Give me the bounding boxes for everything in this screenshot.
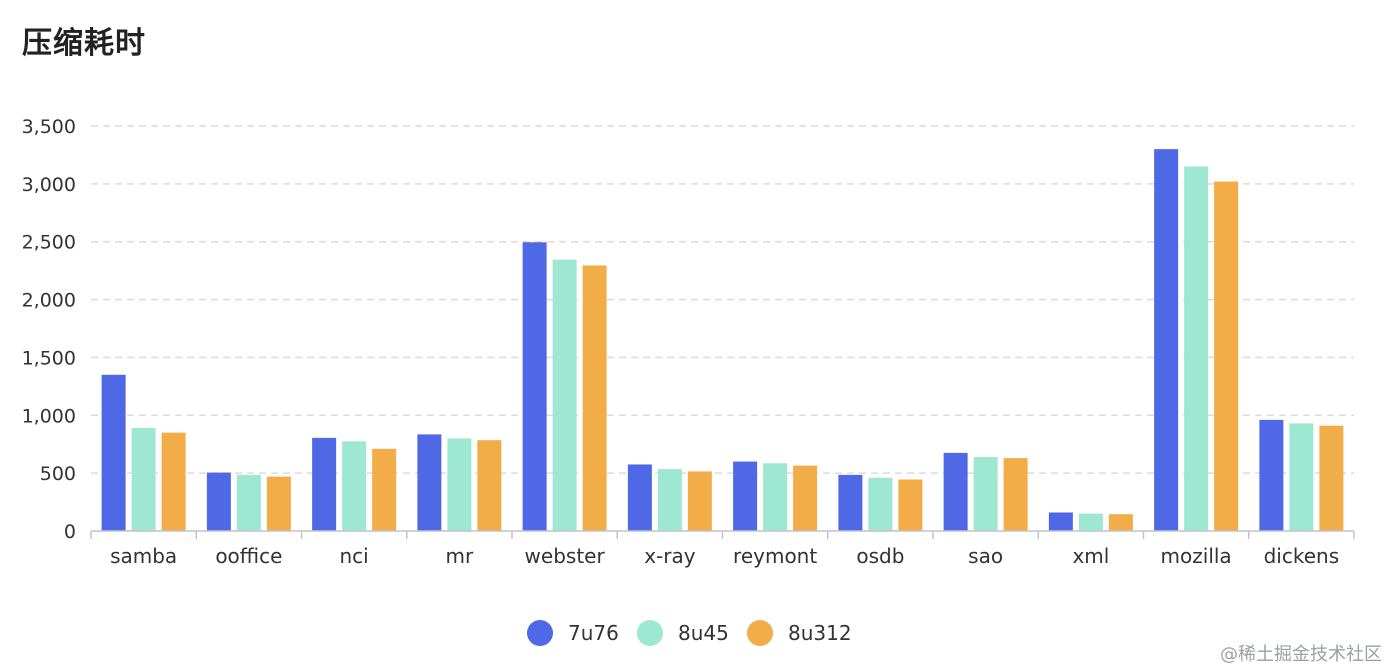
watermark-text: @稀土掘金技术社区 xyxy=(1220,644,1382,665)
y-axis-ticks: 0 500 1,000 1,500 2,000 2,500 3,000 3,500 xyxy=(22,116,76,543)
x-tick-label: mozilla xyxy=(1161,544,1232,568)
bar-8u45-xml[interactable] xyxy=(1078,513,1103,531)
bar-8u312-sao[interactable] xyxy=(1003,458,1028,531)
bar-8u45-sao[interactable] xyxy=(973,456,998,531)
bar-8u45-x-ray[interactable] xyxy=(657,469,682,531)
legend-label: 8u312 xyxy=(788,621,852,645)
legend-swatch xyxy=(527,620,553,646)
bar-8u312-reymont[interactable] xyxy=(793,465,818,531)
bar-8u312-x-ray[interactable] xyxy=(687,471,712,531)
y-tick-label: 0 xyxy=(64,521,76,543)
x-axis: samba ooffice nci mr webster x-ray reymont osdb… xyxy=(90,530,1355,568)
bar-7u76-samba[interactable] xyxy=(101,374,126,531)
bar-7u76-reymont[interactable] xyxy=(733,461,758,531)
x-tick-label: nci xyxy=(340,544,369,568)
bar-8u45-mr[interactable] xyxy=(447,438,472,531)
bar-8u45-osdb[interactable] xyxy=(868,477,893,531)
chart-title: 压缩耗时 xyxy=(22,26,146,61)
y-tick-label: 500 xyxy=(40,463,76,485)
bar-8u312-samba[interactable] xyxy=(161,432,186,531)
bar-8u45-webster[interactable] xyxy=(552,259,577,531)
x-tick-label: reymont xyxy=(733,544,817,568)
x-tick-label: dickens xyxy=(1264,544,1340,568)
bar-7u76-mozilla[interactable] xyxy=(1154,149,1179,531)
bars xyxy=(101,149,1344,532)
bar-7u76-nci[interactable] xyxy=(312,437,337,531)
y-tick-label: 2,500 xyxy=(22,232,76,254)
bar-8u45-reymont[interactable] xyxy=(763,463,788,531)
legend-swatch xyxy=(747,620,773,646)
x-tick-label: mr xyxy=(446,544,474,568)
y-tick-label: 2,000 xyxy=(22,290,76,312)
bar-7u76-dickens[interactable] xyxy=(1259,419,1284,531)
bar-8u312-dickens[interactable] xyxy=(1319,425,1344,531)
bar-7u76-mr[interactable] xyxy=(417,434,442,531)
bar-7u76-sao[interactable] xyxy=(943,452,968,531)
x-tick-label: samba xyxy=(110,544,177,568)
legend-item-7u76[interactable]: 7u76 xyxy=(527,620,619,646)
bar-8u312-xml[interactable] xyxy=(1108,514,1133,531)
legend-label: 8u45 xyxy=(678,621,729,645)
bar-7u76-osdb[interactable] xyxy=(838,474,863,531)
legend-item-8u312[interactable]: 8u312 xyxy=(747,620,852,646)
bar-8u312-mr[interactable] xyxy=(477,440,502,531)
bar-8u312-webster[interactable] xyxy=(582,265,607,531)
bar-8u312-ooffice[interactable] xyxy=(266,476,291,531)
bar-8u45-samba[interactable] xyxy=(131,428,156,531)
bar-8u45-ooffice[interactable] xyxy=(236,474,261,531)
x-tick-label: xml xyxy=(1072,544,1109,568)
x-tick-label: sao xyxy=(968,544,1003,568)
y-tick-label: 1,000 xyxy=(22,405,76,427)
bar-8u312-mozilla[interactable] xyxy=(1214,181,1239,532)
bar-7u76-xml[interactable] xyxy=(1048,512,1073,531)
legend-label: 7u76 xyxy=(568,621,619,645)
legend-item-8u45[interactable]: 8u45 xyxy=(637,620,729,646)
legend[interactable]: 7u76 8u45 8u312 xyxy=(527,620,852,646)
y-tick-label: 3,500 xyxy=(22,116,76,138)
grid-lines xyxy=(91,125,1354,474)
x-tick-label: ooffice xyxy=(215,544,282,568)
bar-8u45-nci[interactable] xyxy=(342,441,367,531)
x-tick-label: x-ray xyxy=(644,544,696,568)
bar-8u312-osdb[interactable] xyxy=(898,479,923,531)
bar-7u76-x-ray[interactable] xyxy=(627,464,652,531)
bar-8u45-dickens[interactable] xyxy=(1289,423,1314,531)
bar-7u76-ooffice[interactable] xyxy=(206,472,231,531)
bar-8u312-nci[interactable] xyxy=(372,448,397,531)
bar-7u76-webster[interactable] xyxy=(522,242,547,532)
x-tick-label: osdb xyxy=(856,544,904,568)
legend-swatch xyxy=(637,620,663,646)
bar-8u45-mozilla[interactable] xyxy=(1184,166,1209,532)
y-tick-label: 3,000 xyxy=(22,174,76,196)
y-tick-label: 1,500 xyxy=(22,347,76,369)
x-tick-label: webster xyxy=(525,544,606,568)
